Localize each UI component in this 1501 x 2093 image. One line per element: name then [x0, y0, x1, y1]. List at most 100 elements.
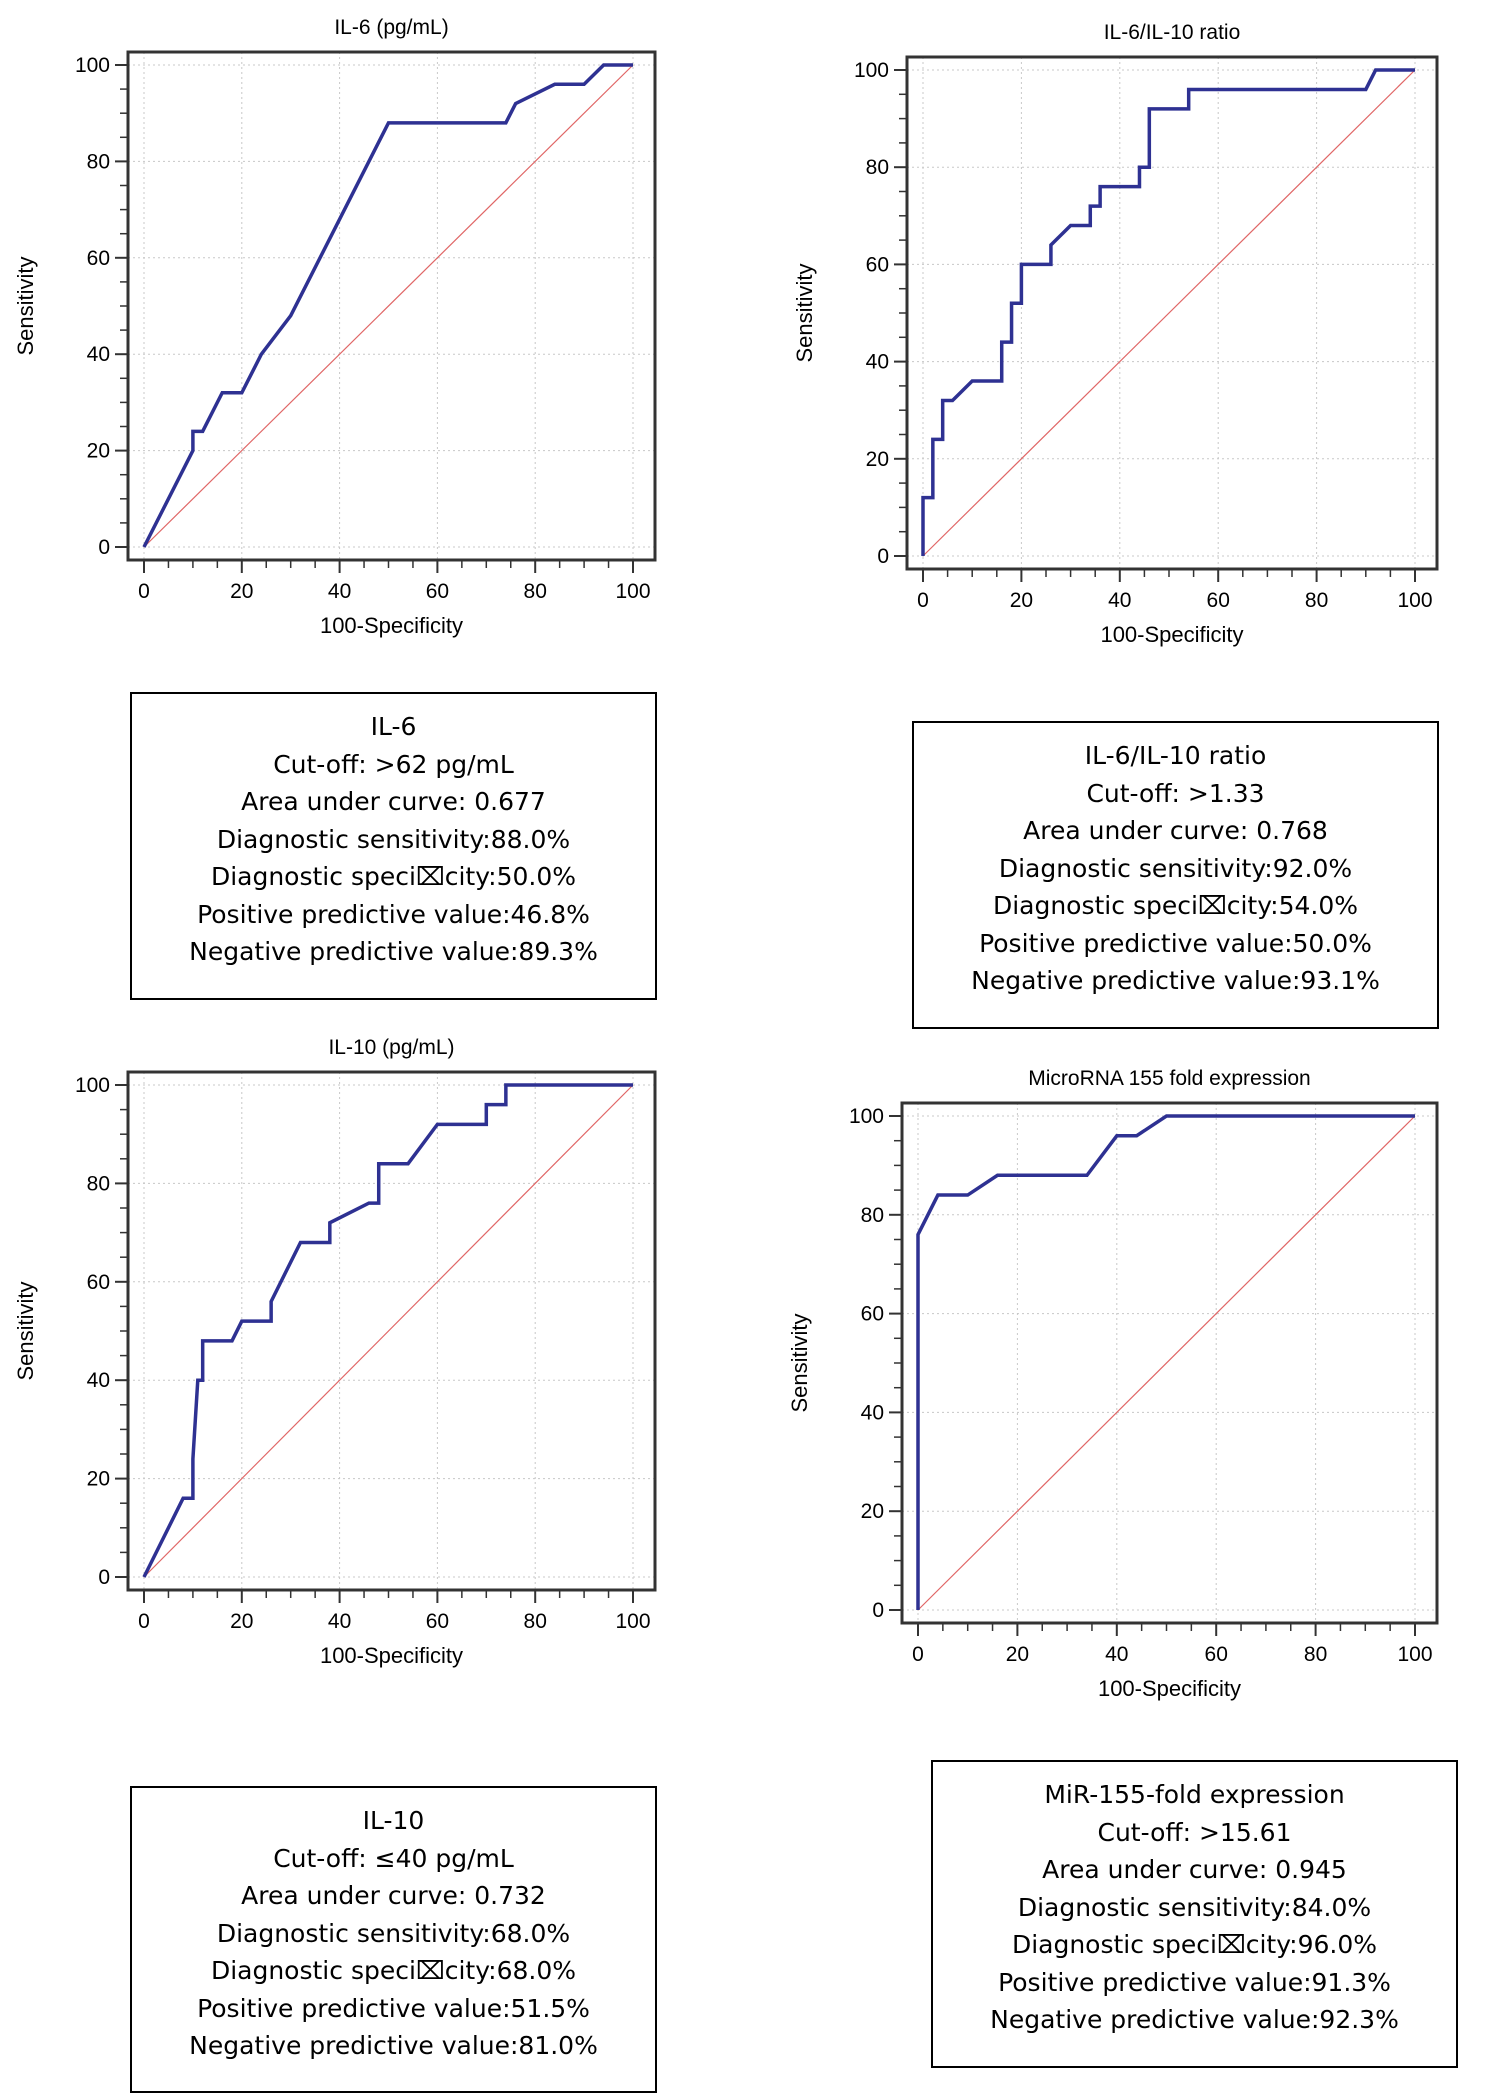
y-tick-label: 60 — [866, 253, 889, 276]
y-tick-label: 80 — [87, 1172, 110, 1195]
chart-title: MicroRNA 155 fold expression — [1028, 1067, 1310, 1090]
info-title: IL-10 — [362, 1806, 425, 1835]
y-tick-label: 60 — [87, 1271, 110, 1294]
reference-diagonal-line — [917, 1115, 1416, 1611]
x-tick-label: 100 — [1397, 589, 1432, 612]
x-tick-label: 60 — [1205, 1643, 1228, 1666]
y-tick-label: 80 — [87, 150, 110, 173]
info-title: IL-6 — [370, 712, 417, 741]
y-tick-label: 80 — [861, 1204, 884, 1227]
reference-diagonal-line — [143, 64, 634, 548]
x-tick-label: 60 — [1207, 589, 1230, 612]
info-sensitivity: Diagnostic sensitivity:88.0% — [216, 824, 571, 854]
x-tick-label: 40 — [328, 580, 351, 603]
roc-curve-line — [921, 68, 1415, 556]
x-axis-label: 100-Specificity — [320, 1643, 463, 1668]
y-tick-label: 60 — [861, 1303, 884, 1326]
y-tick-label: 40 — [87, 343, 110, 366]
reference-diagonal-line — [922, 69, 1416, 557]
y-tick-label: 0 — [872, 1599, 884, 1622]
info-auc: Area under curve: 0.732 — [241, 1881, 546, 1910]
plot-frame — [126, 50, 657, 562]
info-auc: Area under curve: 0.768 — [1023, 816, 1328, 845]
x-tick-label: 40 — [1105, 1643, 1128, 1666]
y-tick-label: 100 — [75, 1074, 110, 1097]
y-tick-label: 40 — [861, 1401, 884, 1424]
x-tick-label: 0 — [138, 1610, 150, 1633]
y-tick-label: 40 — [866, 351, 889, 374]
plot-frame — [905, 55, 1439, 571]
info-specificity: Diagnostic speci⌧city:68.0% — [210, 1956, 577, 1985]
y-tick-label: 40 — [87, 1369, 110, 1392]
info-auc: Area under curve: 0.677 — [241, 787, 546, 816]
x-tick-label: 40 — [1108, 589, 1131, 612]
roc-chart-il6-il10-ratio: IL-6/IL-10 ratio 0 0 20 20 40 40 60 60 80 80 100 100… — [760, 0, 1480, 680]
info-specificity: Diagnostic speci⌧city:96.0% — [1011, 1930, 1378, 1959]
x-tick-label: 0 — [912, 1643, 924, 1666]
info-specificity: Diagnostic speci⌧city:54.0% — [992, 891, 1359, 920]
x-tick-label: 20 — [1010, 589, 1033, 612]
info-box-mir155: MiR-155-fold expression Cut-off: >15.61 … — [931, 1760, 1458, 2068]
y-tick-label: 60 — [87, 247, 110, 270]
roc-chart-microrna155: MicroRNA 155 fold expression 0 0 20 20 40 40 60… — [760, 1055, 1480, 1735]
y-tick-label: 80 — [866, 156, 889, 179]
x-tick-label: 100 — [1397, 1643, 1432, 1666]
info-ppv: Positive predictive value:91.3% — [998, 1967, 1391, 1997]
x-tick-label: 60 — [426, 1610, 449, 1633]
info-sensitivity: Diagnostic sensitivity:84.0% — [1017, 1892, 1372, 1922]
roc-chart-il6-svg: IL-6 (pg/mL) 0 0 20 20 40 40 60 60 80 80 100 100 100-… — [13, 16, 657, 638]
info-cutoff: Cut-off: >1.33 — [1086, 778, 1265, 808]
x-tick-label: 20 — [1006, 1643, 1029, 1666]
info-npv: Negative predictive value:81.0% — [189, 2031, 598, 2060]
info-ppv: Positive predictive value:50.0% — [979, 928, 1372, 958]
roc-curve-line — [916, 1114, 1415, 1610]
y-tick-label: 100 — [854, 59, 889, 82]
roc-curve-line — [142, 63, 633, 548]
info-npv: Negative predictive value:89.3% — [189, 937, 598, 966]
info-sensitivity: Diagnostic sensitivity:68.0% — [216, 1918, 571, 1948]
info-cutoff: Cut-off: >15.61 — [1097, 1817, 1292, 1847]
y-tick-label: 0 — [98, 536, 110, 559]
chart-title: IL-10 (pg/mL) — [328, 1036, 454, 1059]
roc-chart-microrna155-svg: MicroRNA 155 fold expression 0 0 20 20 40 40 60… — [787, 1067, 1439, 1701]
roc-chart-il6-il10-ratio-svg: IL-6/IL-10 ratio 0 0 20 20 40 40 60 60 80 80 100 100… — [792, 21, 1439, 647]
chart-title: IL-6 (pg/mL) — [334, 16, 448, 39]
y-tick-label: 20 — [87, 1468, 110, 1491]
info-ppv: Positive predictive value:51.5% — [197, 1993, 590, 2023]
x-tick-label: 80 — [524, 580, 547, 603]
plot-frame — [126, 1070, 657, 1592]
roc-chart-il6: IL-6 (pg/mL) 0 0 20 20 40 40 60 60 80 80 100 100 100-… — [0, 0, 700, 680]
roc-chart-il10-svg: IL-10 (pg/mL) 0 0 20 20 40 40 60 60 80 80 100 100 100… — [13, 1036, 657, 1668]
roc-curve-line — [142, 1083, 633, 1578]
x-tick-label: 80 — [1305, 589, 1328, 612]
x-axis-label: 100-Specificity — [320, 613, 463, 638]
y-tick-label: 20 — [87, 440, 110, 463]
roc-chart-il10: IL-10 (pg/mL) 0 0 20 20 40 40 60 60 80 80 100 100 100… — [0, 1030, 700, 1710]
reference-diagonal-line — [143, 1084, 634, 1578]
x-axis-label: 100-Specificity — [1100, 622, 1243, 647]
x-tick-label: 80 — [1304, 1643, 1327, 1666]
info-sensitivity: Diagnostic sensitivity:92.0% — [998, 853, 1353, 883]
info-title: IL-6/IL-10 ratio — [1084, 741, 1267, 770]
y-tick-label: 100 — [75, 54, 110, 77]
info-ppv: Positive predictive value:46.8% — [197, 899, 590, 929]
x-tick-label: 40 — [328, 1610, 351, 1633]
plot-frame — [900, 1101, 1439, 1625]
info-specificity: Diagnostic speci⌧city:50.0% — [210, 862, 577, 891]
x-axis-label: 100-Specificity — [1098, 1676, 1241, 1701]
y-tick-label: 20 — [861, 1500, 884, 1523]
y-tick-label: 0 — [877, 545, 889, 568]
info-cutoff: Cut-off: ≤40 pg/mL — [273, 1843, 514, 1873]
x-tick-label: 20 — [230, 580, 253, 603]
info-npv: Negative predictive value:92.3% — [990, 2005, 1399, 2034]
y-tick-label: 20 — [866, 448, 889, 471]
info-box-il6: IL-6 Cut-off: >62 pg/mL Area under curve… — [130, 692, 657, 1000]
info-npv: Negative predictive value:93.1% — [971, 966, 1380, 995]
y-axis-label: Sensitivity — [13, 256, 38, 355]
y-axis-label: Sensitivity — [787, 1313, 812, 1412]
y-tick-label: 100 — [849, 1105, 884, 1128]
info-auc: Area under curve: 0.945 — [1042, 1855, 1347, 1884]
info-box-il6-il10-ratio: IL-6/IL-10 ratio Cut-off: >1.33 Area und… — [912, 721, 1439, 1029]
x-tick-label: 20 — [230, 1610, 253, 1633]
x-tick-label: 100 — [615, 1610, 650, 1633]
